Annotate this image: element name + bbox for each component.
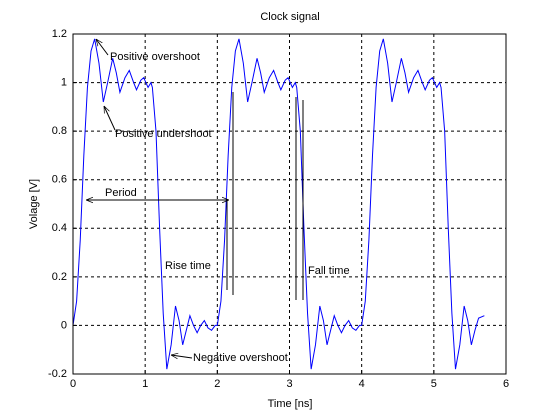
y-tick-label: 1.2 [52,28,67,40]
y-axis-label: Volage [V] [28,179,40,229]
x-tick-label: 1 [142,378,148,390]
x-tick-label: 0 [70,378,76,390]
lines [72,38,485,370]
annotations: Positive overshoot Positive undershoot P… [86,39,350,364]
x-tick-label: 2 [214,378,220,390]
x-tick-label: 4 [359,378,365,390]
arrow [171,355,193,358]
y-tick-label: -0.2 [48,368,67,380]
arrow [103,106,116,131]
x-tick-label: 6 [503,378,509,390]
data-line [72,38,485,370]
annotation: Period [105,187,137,199]
x-tick-label: 5 [431,378,437,390]
y-tick-label: 0 [61,319,67,331]
x-axis-label: Time [ns] [268,398,313,410]
annotation: Negative overshoot [193,352,288,364]
annotation: Positive overshoot [110,51,200,63]
annotation: Rise time [165,260,211,272]
arrow [96,39,109,56]
y-tick-label: 1 [61,76,67,88]
x-tick-label: 3 [286,378,292,390]
annotation: Fall time [308,265,350,277]
y-tick-label: 0.2 [52,271,67,283]
y-tick-label: 0.4 [52,222,67,234]
chart-title: Clock signal [260,11,319,23]
annotation: Positive undershoot [115,128,212,140]
y-tick-label: 0.6 [52,174,67,186]
y-tick-label: 0.8 [52,125,67,137]
